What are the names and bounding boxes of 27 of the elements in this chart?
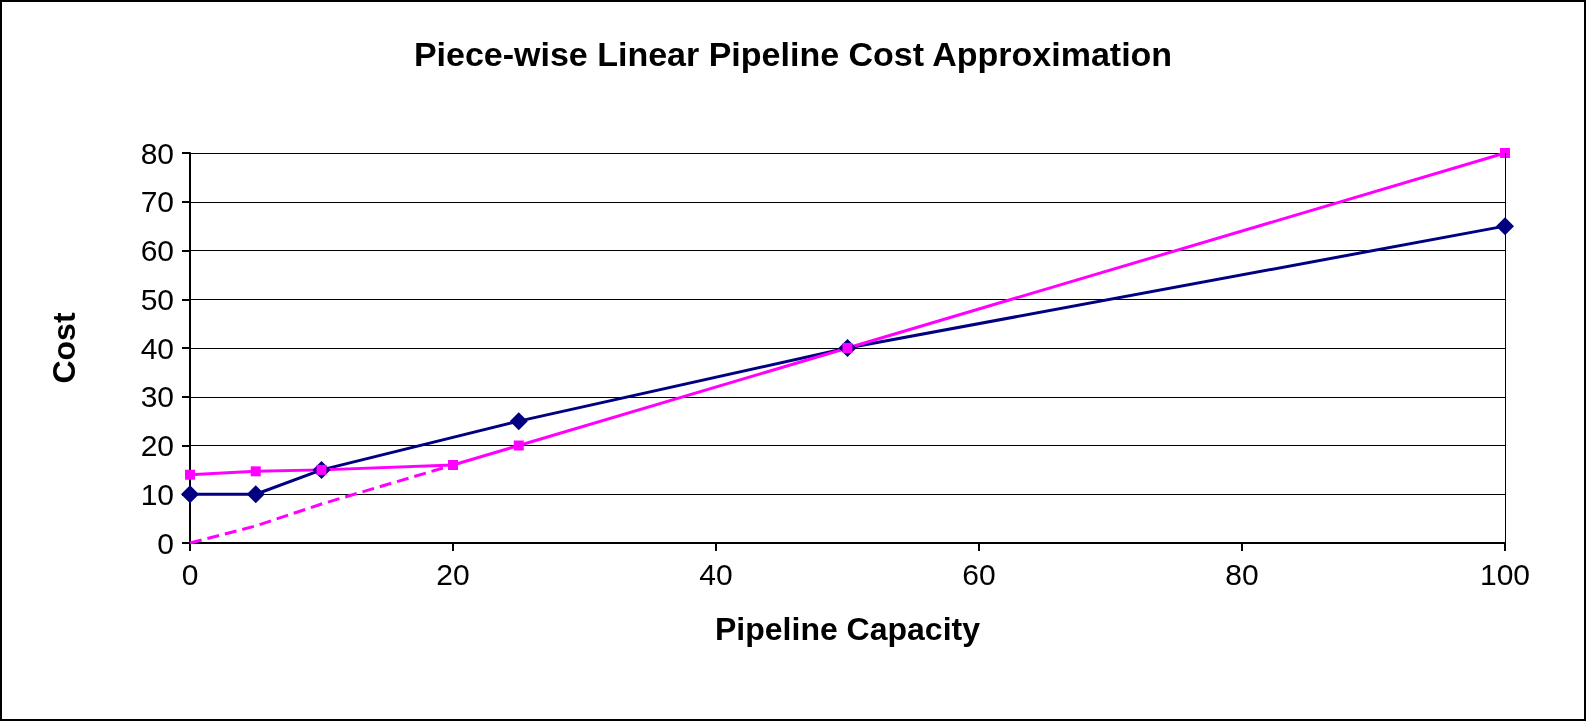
chart-title: Piece-wise Linear Pipeline Cost Approximation (413, 35, 1173, 73)
y-tick-label: 60 (140, 234, 174, 267)
y-tick-label: 40 (140, 331, 174, 365)
point (509, 412, 528, 431)
point (448, 460, 458, 470)
point (1496, 217, 1514, 236)
point (250, 466, 261, 477)
x-tick-label: 100 (1479, 557, 1531, 591)
x-tick-label: 20 (436, 557, 470, 591)
x-tick-label: 60 (962, 557, 996, 591)
y-tick-label: 70 (140, 185, 174, 219)
x-tick-label: 40 (699, 557, 733, 591)
y-tick-label: 20 (140, 429, 174, 462)
y-tick-label: 80 (140, 136, 174, 170)
point (181, 485, 199, 504)
point (246, 485, 265, 504)
x-tick-label: 80 (1225, 557, 1259, 591)
x-axis-title: Pipeline Capacity (715, 611, 981, 647)
point (513, 440, 524, 451)
point (1500, 148, 1510, 158)
y-tick-label: 50 (140, 282, 174, 316)
y-tick-label: 0 (157, 526, 174, 560)
y-tick-label: 30 (140, 380, 174, 414)
x-tick-label: 0 (181, 557, 199, 591)
point (185, 469, 195, 480)
y-axis-title: Cost (46, 312, 82, 384)
y-tick-label: 10 (140, 477, 174, 511)
